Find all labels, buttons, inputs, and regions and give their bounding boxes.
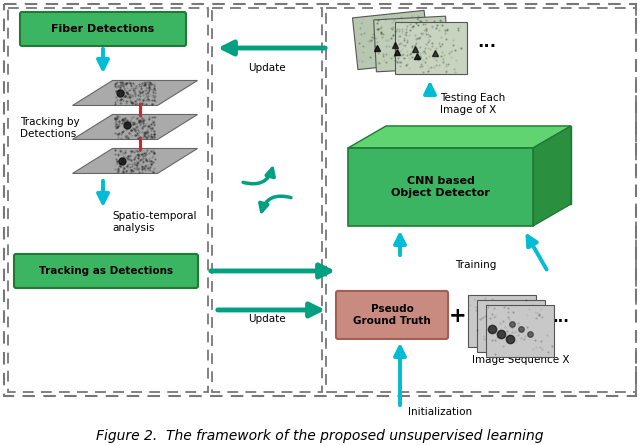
Polygon shape [72,81,198,105]
Text: Pseudo
Ground Truth: Pseudo Ground Truth [353,304,431,326]
Bar [212,8,322,392]
Text: Fiber Detections: Fiber Detections [51,24,155,34]
Text: ...: ... [477,33,496,51]
Text: Update: Update [248,314,286,324]
FancyBboxPatch shape [374,16,448,72]
FancyBboxPatch shape [14,254,198,288]
Text: ...: ... [553,311,570,325]
Text: Training: Training [455,260,497,270]
Text: Image Sequence X: Image Sequence X [472,355,570,365]
Polygon shape [386,126,571,204]
Polygon shape [72,149,198,174]
Text: Update: Update [248,63,286,73]
Bar [4,4,636,396]
Text: Tracking by
Detections: Tracking by Detections [20,117,79,139]
Bar [348,148,533,226]
Text: Testing Each
Image of X: Testing Each Image of X [440,93,505,115]
FancyBboxPatch shape [20,12,186,46]
Text: +: + [449,306,467,326]
Polygon shape [72,114,198,139]
Bar [8,8,208,392]
Bar [326,8,636,392]
FancyBboxPatch shape [395,22,467,74]
Text: Tracking as Detections: Tracking as Detections [39,266,173,276]
Bar [486,305,554,357]
Bar [477,300,545,352]
Text: Figure 2.  The framework of the proposed unsupervised learning: Figure 2. The framework of the proposed … [96,429,544,443]
Bar [468,295,536,347]
Text: CNN based
Object Detector: CNN based Object Detector [391,176,490,198]
Polygon shape [533,126,571,226]
Polygon shape [348,126,571,148]
FancyBboxPatch shape [353,10,429,69]
Text: Initialization: Initialization [408,407,472,417]
FancyBboxPatch shape [336,291,448,339]
Text: Spatio-temporal
analysis: Spatio-temporal analysis [112,211,196,233]
